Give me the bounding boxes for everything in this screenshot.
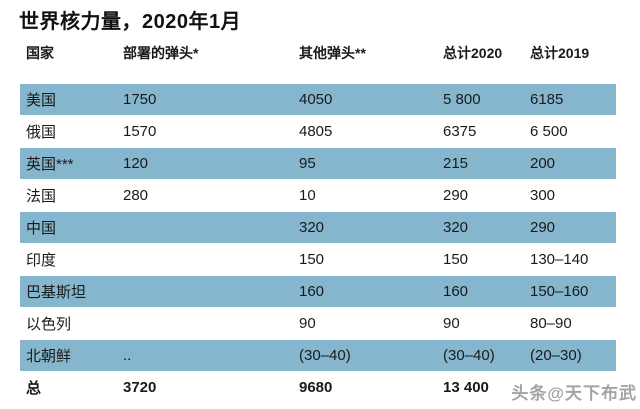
column-header-0: 国家 xyxy=(26,45,54,61)
cell-deployed: 1570 xyxy=(123,123,157,140)
cell-other: (30–40) xyxy=(299,347,351,364)
cell-total2020: 160 xyxy=(443,283,469,300)
cell-other: 90 xyxy=(299,315,316,332)
cell-total2019: 6185 xyxy=(530,91,564,108)
cell-other: 4805 xyxy=(299,123,333,140)
cell-deployed: .. xyxy=(123,347,132,364)
cell-total2020: 150 xyxy=(443,251,469,268)
column-header-3: 总计2020 xyxy=(443,45,503,61)
table-row: 印度 150 150 130–140 xyxy=(20,244,616,275)
table-row: 英国*** 120 95 215 200 xyxy=(20,148,616,179)
cell-country: 印度 xyxy=(26,252,57,269)
column-header-1: 部署的弹头* xyxy=(123,45,199,61)
cell-total2019: (20–30) xyxy=(530,347,582,364)
cell-country: 总 xyxy=(26,380,42,397)
cell-total2020: 320 xyxy=(443,219,469,236)
cell-total2019: 150–160 xyxy=(530,283,589,300)
cell-country: 英国*** xyxy=(26,156,74,173)
cell-other: 150 xyxy=(299,251,325,268)
cell-total2019: 130–140 xyxy=(530,251,589,268)
table-row: 北朝鲜.. (30–40) (30–40) (20–30) xyxy=(20,340,616,371)
cell-country: 巴基斯坦 xyxy=(26,284,87,301)
cell-total2020: 90 xyxy=(443,315,460,332)
table-header: 国家 部署的弹头* 其他弹头** 总计2020 总计2019 xyxy=(20,43,616,63)
cell-total2019: 6 500 xyxy=(530,123,568,140)
cell-total2020: 215 xyxy=(443,155,469,172)
cell-other: 160 xyxy=(299,283,325,300)
cell-other: 95 xyxy=(299,155,316,172)
page-title: 世界核力量，2020年1月 xyxy=(19,11,242,33)
table-row: 法国 280 10 290 300 xyxy=(20,180,616,211)
cell-total2020: 5 800 xyxy=(443,91,481,108)
cell-country: 法国 xyxy=(26,188,57,205)
cell-total2019: 300 xyxy=(530,187,556,204)
cell-other: 9680 xyxy=(299,379,333,396)
table-row: 中国 320 320 290 xyxy=(20,212,616,243)
cell-country: 北朝鲜 xyxy=(26,348,72,365)
cell-other: 4050 xyxy=(299,91,333,108)
table-row: 美国 1750 4050 5 800 6185 xyxy=(20,84,616,115)
column-header-2: 其他弹头** xyxy=(299,45,366,61)
table-row: 总 3720 9680 13 400 xyxy=(20,372,616,403)
column-header-4: 总计2019 xyxy=(530,45,590,61)
cell-country: 美国 xyxy=(26,92,57,109)
cell-country: 中国 xyxy=(26,220,57,237)
cell-country: 以色列 xyxy=(26,316,72,333)
cell-total2020: 290 xyxy=(443,187,469,204)
cell-deployed: 1750 xyxy=(123,91,157,108)
cell-total2019: 80–90 xyxy=(530,315,572,332)
cell-country: 俄国 xyxy=(26,124,57,141)
cell-total2019: 200 xyxy=(530,155,556,172)
table-row: 巴基斯坦 160 160 150–160 xyxy=(20,276,616,307)
table-row: 以色列 90 90 80–90 xyxy=(20,308,616,339)
cell-other: 320 xyxy=(299,219,325,236)
table-row: 俄国 1570 4805 6375 6 500 xyxy=(20,116,616,147)
cell-total2020: 6375 xyxy=(443,123,477,140)
cell-deployed: 3720 xyxy=(123,379,157,396)
cell-total2020: (30–40) xyxy=(443,347,495,364)
cell-total2020: 13 400 xyxy=(443,379,489,396)
cell-other: 10 xyxy=(299,187,316,204)
cell-deployed: 280 xyxy=(123,187,149,204)
cell-total2019: 290 xyxy=(530,219,556,236)
cell-deployed: 120 xyxy=(123,155,149,172)
table-body: 美国 1750 4050 5 800 6185 俄国 1570 4805 6375 6 500 英国… xyxy=(20,84,616,404)
